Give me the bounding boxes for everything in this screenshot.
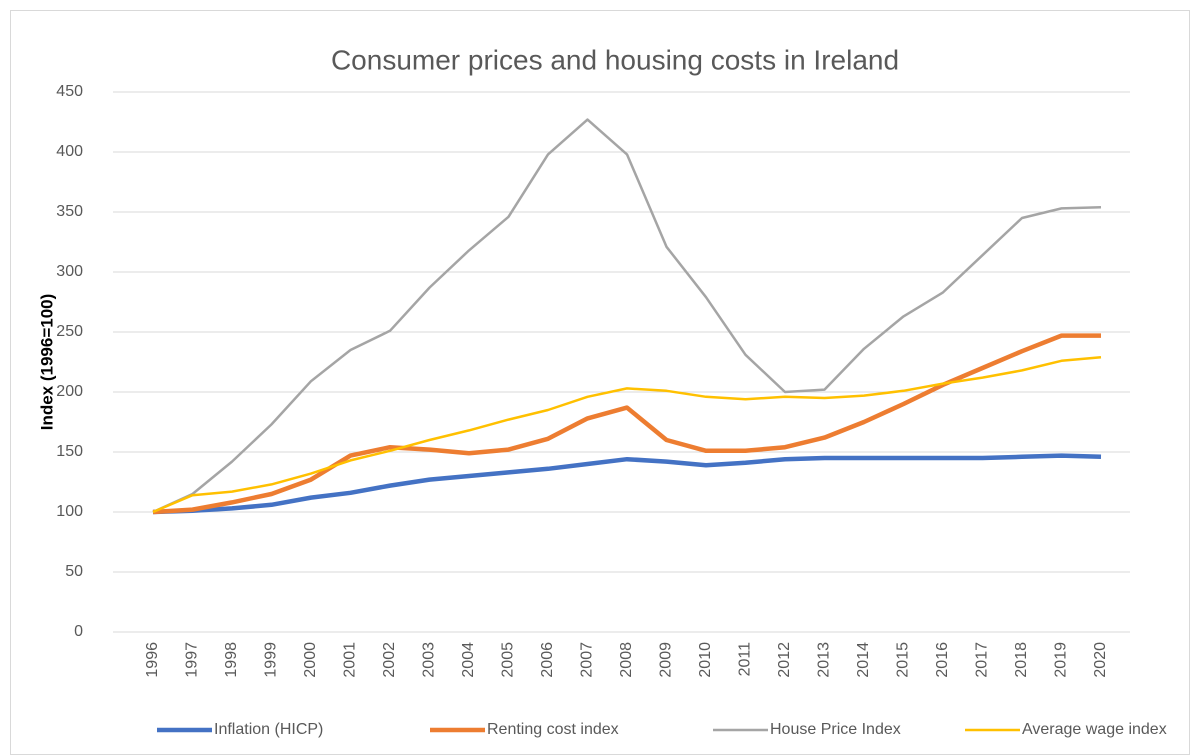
x-tick-label: 1999 xyxy=(263,642,280,678)
x-tick-label: 2017 xyxy=(974,642,991,678)
x-tick-label: 1996 xyxy=(144,642,161,678)
chart-title: Consumer prices and housing costs in Ire… xyxy=(331,44,899,75)
x-tick-label: 2002 xyxy=(381,642,398,678)
y-tick-label: 50 xyxy=(65,563,83,580)
x-tick-label: 2019 xyxy=(1053,642,1070,678)
x-tick-label: 2015 xyxy=(895,642,912,678)
x-tick-label: 1998 xyxy=(223,642,240,678)
series-line xyxy=(152,355,1102,514)
legend-label: Renting cost index xyxy=(487,721,619,738)
x-tick-label: 2005 xyxy=(500,642,517,678)
x-tick-label: 2013 xyxy=(816,642,833,678)
chart-border xyxy=(10,10,1190,755)
x-tick-label: 2011 xyxy=(737,642,754,677)
x-tick-label: 2018 xyxy=(1013,642,1030,678)
x-tick-label: 2020 xyxy=(1092,642,1109,678)
x-tick-label: 2016 xyxy=(934,642,951,678)
series-line xyxy=(152,118,1102,514)
y-tick-label: 150 xyxy=(56,443,83,460)
legend-label: Inflation (HICP) xyxy=(214,721,323,738)
x-tick-label: 2010 xyxy=(697,642,714,678)
x-tick-label: 1997 xyxy=(184,642,201,678)
x-tick-label: 2012 xyxy=(776,642,793,678)
y-tick-label: 300 xyxy=(56,263,83,280)
legend-label: House Price Index xyxy=(770,721,901,738)
legend-label: Average wage index xyxy=(1022,721,1167,738)
y-axis-label: Index (1996=100) xyxy=(37,294,56,431)
y-tick-label: 250 xyxy=(56,323,83,340)
x-tick-label: 2014 xyxy=(855,642,872,678)
y-tick-label: 400 xyxy=(56,143,83,160)
y-tick-label: 100 xyxy=(56,503,83,520)
x-tick-label: 2004 xyxy=(460,642,477,678)
x-tick-label: 2000 xyxy=(302,642,319,678)
y-tick-label: 0 xyxy=(74,623,83,640)
y-tick-label: 450 xyxy=(56,83,83,100)
x-tick-label: 2006 xyxy=(539,642,556,678)
y-tick-label: 200 xyxy=(56,383,83,400)
x-tick-label: 2007 xyxy=(579,642,596,678)
x-tick-label: 2009 xyxy=(658,642,675,678)
series-line xyxy=(152,453,1102,515)
x-tick-label: 2001 xyxy=(342,642,359,678)
x-tick-label: 2003 xyxy=(421,642,438,678)
x-tick-label: 2008 xyxy=(618,642,635,678)
y-tick-label: 350 xyxy=(56,203,83,220)
